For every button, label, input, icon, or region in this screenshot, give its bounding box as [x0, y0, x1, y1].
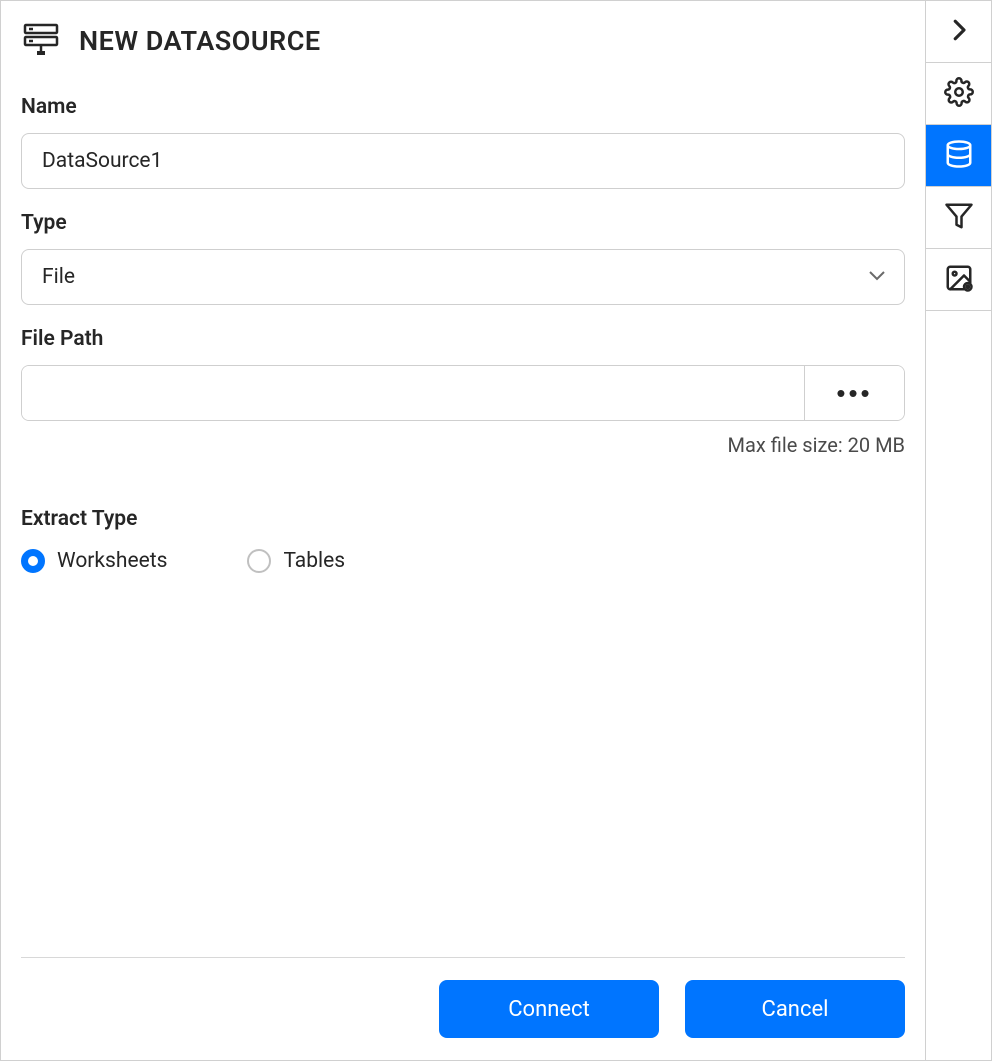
gear-icon [944, 77, 974, 111]
connect-button[interactable]: Connect [439, 980, 659, 1038]
name-label: Name [21, 95, 905, 119]
radio-tables-label: Tables [283, 549, 345, 573]
chevron-right-icon [944, 15, 974, 49]
radio-tables[interactable]: Tables [247, 549, 345, 573]
sidebar-item-image[interactable] [926, 249, 991, 311]
filepath-row: ••• [21, 365, 905, 421]
cancel-button[interactable]: Cancel [685, 980, 905, 1038]
footer: Connect Cancel [21, 957, 905, 1060]
type-select[interactable]: File [21, 249, 905, 305]
extract-group: Extract Type Worksheets Tables [21, 507, 905, 573]
datasource-header-icon [21, 19, 61, 63]
main-panel: NEW DATASOURCE Name Type File [1, 1, 925, 1060]
filesize-hint: Max file size: 20 MB [21, 433, 905, 457]
app-container: NEW DATASOURCE Name Type File [0, 0, 992, 1061]
panel-header: NEW DATASOURCE [1, 1, 925, 73]
form-body: Name Type File File Path [1, 73, 925, 957]
radio-icon-unselected [247, 549, 271, 573]
extract-label: Extract Type [21, 507, 905, 531]
spacer [21, 573, 905, 957]
sidebar-item-collapse[interactable] [926, 1, 991, 63]
sidebar-item-filter[interactable] [926, 187, 991, 249]
sidebar-item-settings[interactable] [926, 63, 991, 125]
name-group: Name [21, 95, 905, 189]
filepath-group: File Path ••• Max file size: 20 MB [21, 327, 905, 457]
browse-button[interactable]: ••• [804, 366, 904, 420]
right-sidebar [925, 1, 991, 1060]
radio-worksheets[interactable]: Worksheets [21, 549, 167, 573]
type-select-wrap: File [21, 249, 905, 305]
filepath-label: File Path [21, 327, 905, 351]
type-group: Type File [21, 211, 905, 305]
filter-icon [944, 201, 974, 235]
extract-radio-row: Worksheets Tables [21, 549, 905, 573]
radio-icon-selected [21, 549, 45, 573]
ellipsis-icon: ••• [836, 378, 872, 409]
radio-worksheets-label: Worksheets [57, 549, 167, 573]
image-settings-icon [944, 263, 974, 297]
panel-title: NEW DATASOURCE [79, 25, 321, 57]
type-label: Type [21, 211, 905, 235]
database-icon [944, 139, 974, 173]
sidebar-item-datasource[interactable] [926, 125, 991, 187]
name-input[interactable] [21, 133, 905, 189]
filepath-input[interactable] [22, 366, 804, 420]
